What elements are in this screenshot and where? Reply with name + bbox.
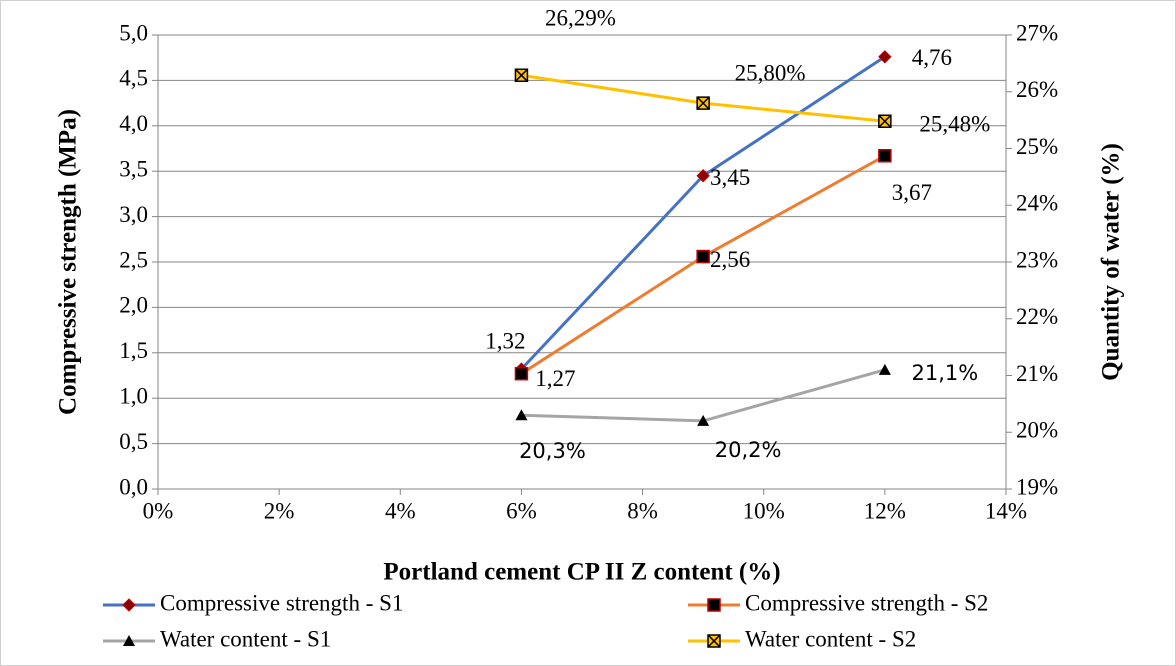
y-tick-label: 1,5: [119, 338, 148, 363]
data-label: 3,45: [710, 165, 750, 190]
data-label: 3,67: [892, 180, 932, 205]
y2-tick-label: 24%: [1016, 191, 1058, 216]
y2-tick-label: 20%: [1016, 418, 1058, 443]
legend-marker: [122, 598, 136, 612]
data-label: 26,29%: [545, 6, 616, 31]
legend-label: Compressive strength - S2: [745, 590, 988, 615]
y2-tick-label: 19%: [1016, 474, 1058, 499]
legend-label: Compressive strength - S1: [160, 590, 403, 615]
data-label: 20,3%: [519, 439, 586, 463]
y-tick-label: 2,0: [119, 293, 148, 318]
y2-tick-label: 27%: [1016, 20, 1058, 45]
x-tick-label: 0%: [143, 498, 174, 523]
x-tick-label: 14%: [985, 498, 1027, 523]
legend-label: Water content - S2: [745, 626, 916, 651]
x-axis-title: Portland cement CP II Z content (%): [383, 559, 780, 586]
data-point: [878, 363, 891, 375]
legend-marker: [123, 635, 135, 646]
data-point: [515, 409, 528, 421]
y2-tick-label: 23%: [1016, 247, 1058, 272]
data-label: 20,2%: [715, 438, 782, 462]
y-axis-title: Compressive strength (MPa): [55, 109, 82, 415]
y-tick-label: 4,5: [119, 66, 148, 91]
data-point: [697, 414, 710, 426]
y2-tick-label: 22%: [1016, 304, 1058, 329]
y-tick-label: 3,5: [119, 156, 148, 181]
data-point: [514, 68, 529, 83]
data-point: [878, 149, 892, 163]
y-tick-label: 1,0: [119, 383, 148, 408]
x-tick-label: 8%: [627, 498, 658, 523]
legend-marker: [707, 634, 721, 648]
x-tick-label: 10%: [743, 498, 785, 523]
data-point: [696, 249, 710, 264]
data-point: [514, 366, 529, 381]
data-label: 21,1%: [911, 361, 978, 385]
y-tick-label: 0,0: [119, 474, 148, 499]
y-tick-label: 2,5: [119, 247, 148, 272]
y2-tick-label: 26%: [1016, 77, 1058, 102]
data-label: 1,27: [535, 366, 575, 391]
data-label: 2,56: [710, 247, 750, 272]
data-label: 1,32: [485, 328, 525, 353]
y-tick-label: 4,0: [119, 111, 148, 136]
y2-axis-title: Quantity of water (%): [1098, 143, 1125, 381]
data-point: [878, 50, 892, 64]
x-tick-label: 6%: [506, 498, 537, 523]
data-label: 25,48%: [919, 112, 990, 137]
legend-label: Water content - S1: [160, 626, 331, 651]
y-tick-label: 0,5: [119, 429, 148, 454]
data-point: [696, 169, 710, 183]
x-tick-label: 4%: [385, 498, 416, 523]
x-tick-label: 12%: [864, 498, 906, 523]
x-tick-label: 2%: [264, 498, 295, 523]
data-label: 4,76: [912, 45, 952, 70]
data-point: [878, 114, 892, 129]
data-point: [696, 96, 710, 110]
y-tick-label: 5,0: [119, 20, 148, 45]
data-label: 25,80%: [735, 60, 806, 85]
legend-marker: [707, 598, 721, 612]
y2-tick-label: 21%: [1016, 361, 1058, 386]
y-tick-label: 3,0: [119, 202, 148, 227]
y2-tick-label: 25%: [1016, 134, 1058, 159]
